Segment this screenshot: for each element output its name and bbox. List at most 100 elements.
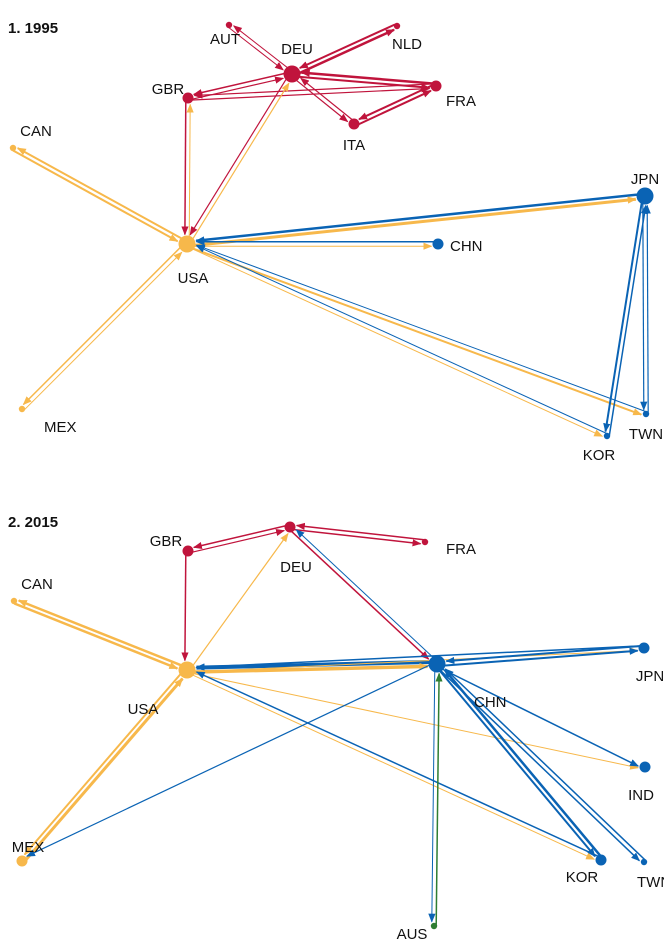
edge-aut-deu	[228, 27, 284, 71]
node-deu	[283, 65, 301, 83]
node-label-can: CAN	[21, 576, 53, 593]
edge-chn-aus	[428, 667, 436, 923]
edge-gbr-usa	[181, 100, 189, 236]
node-label-kor: KOR	[583, 447, 616, 464]
node-usa	[178, 235, 196, 253]
edge-usa-kor	[188, 246, 604, 437]
node-label-mex: MEX	[44, 419, 77, 436]
node-label-usa: USA	[178, 270, 209, 287]
edge-kor-usa	[195, 671, 601, 858]
node-twn	[642, 410, 650, 418]
edge-kor-jpn	[608, 204, 648, 436]
edge-deu-gbr	[192, 524, 288, 550]
node-label-deu: DEU	[280, 559, 312, 576]
nodes-2015	[10, 521, 651, 930]
edges-2015	[13, 522, 646, 925]
labels-1995: AUT DEU NLD GBR FRA ITA CAN USA MEX JPN CHN KOR TWN	[20, 31, 663, 464]
node-gbr	[182, 92, 194, 104]
node-nld	[393, 22, 401, 30]
edge-twn-chn	[444, 668, 646, 861]
edge-jpn-twn	[640, 199, 648, 411]
panel-2015: 2. 2015 GBR DEU FRA CAN USA MEX CHN JPN IND TWN KO…	[8, 514, 664, 942]
edge-usa-chn	[190, 662, 429, 674]
node-label-ind: IND	[628, 787, 654, 804]
edge-deu-gbr	[192, 71, 289, 97]
edge-ita-deu	[300, 77, 355, 122]
edge-chn-jpn	[440, 647, 639, 667]
panel-title-1995: 1. 1995	[8, 20, 58, 37]
node-label-aus: AUS	[397, 926, 428, 942]
node-chn	[432, 238, 444, 250]
edge-usa-deu	[190, 532, 289, 669]
node-label-mex: MEX	[12, 839, 45, 856]
edge-usa-jpn	[190, 647, 639, 673]
node-label-fra: FRA	[446, 541, 476, 558]
node-label-ita: ITA	[343, 137, 365, 154]
node-kor	[595, 854, 607, 866]
edge-gbr-deu	[190, 528, 286, 554]
edge-usa-twn	[189, 246, 643, 416]
edge-fra-deu	[300, 69, 435, 85]
edge-deu-nld	[295, 28, 395, 76]
edge-deu-usa	[189, 75, 289, 236]
node-can	[9, 144, 17, 152]
node-label-can: CAN	[20, 123, 52, 140]
edge-gbr-usa	[181, 553, 189, 662]
node-label-kor: KOR	[566, 869, 599, 886]
node-can	[10, 597, 18, 605]
edge-usa-mex	[23, 670, 184, 856]
edge-fra-ita	[358, 83, 434, 121]
edge-gbr-deu	[190, 76, 285, 101]
edge-chn-ind	[438, 666, 640, 767]
edge-chn-kor	[436, 667, 596, 858]
edge-can-usa	[12, 149, 179, 243]
node-kor	[603, 432, 611, 440]
edge-fra-gbr	[193, 83, 434, 99]
node-ind	[639, 761, 651, 773]
edge-deu-fra	[291, 528, 422, 547]
edge-mex-usa	[24, 251, 183, 411]
edge-jpn-kor	[603, 198, 644, 433]
panel-title-2015: 2. 2015	[8, 514, 58, 531]
edge-twn-jpn	[643, 204, 651, 413]
node-mex	[16, 855, 28, 867]
node-label-chn: CHN	[474, 694, 507, 711]
edge-twn-usa	[195, 244, 646, 412]
edge-can-usa	[13, 602, 179, 670]
node-label-usa: USA	[128, 701, 159, 718]
node-label-gbr: GBR	[150, 533, 183, 550]
node-label-twn: TWN	[637, 874, 664, 891]
edge-usa-ind	[189, 672, 640, 770]
edge-usa-gbr	[186, 103, 194, 241]
edge-ita-fra	[356, 89, 432, 127]
node-mex	[18, 405, 26, 413]
edge-chn-usa	[195, 659, 434, 672]
node-usa	[178, 661, 196, 679]
node-jpn	[638, 642, 650, 654]
edge-jpn-usa	[195, 645, 642, 671]
edge-fra-deu	[295, 522, 425, 541]
node-label-aut: AUT	[210, 31, 240, 48]
panel-1995: 1. 1995 AUT DEU NLD GBR FRA ITA CAN USA MEX JPN CH…	[8, 20, 663, 464]
edge-kor-usa	[195, 245, 608, 434]
edge-deu-ita	[292, 77, 349, 123]
node-label-fra: FRA	[446, 93, 476, 110]
edge-usa-jpn	[190, 196, 637, 248]
edge-jpn-usa	[195, 192, 642, 244]
node-ita	[348, 118, 360, 130]
node-fra	[430, 80, 442, 92]
edge-deu-chn	[289, 529, 430, 660]
edge-usa-can	[16, 147, 186, 242]
node-label-gbr: GBR	[152, 81, 185, 98]
edge-kor-chn	[443, 669, 603, 858]
edge-aus-chn	[435, 672, 443, 925]
node-label-nld: NLD	[392, 36, 422, 53]
node-label-deu: DEU	[281, 41, 313, 58]
labels-2015: GBR DEU FRA CAN USA MEX CHN JPN IND TWN KOR AUS	[12, 533, 664, 942]
nodes-1995	[9, 21, 654, 440]
edge-gbr-fra	[190, 85, 431, 101]
edge-usa-can	[17, 599, 186, 668]
node-fra	[421, 538, 429, 546]
node-label-jpn: JPN	[631, 171, 659, 188]
